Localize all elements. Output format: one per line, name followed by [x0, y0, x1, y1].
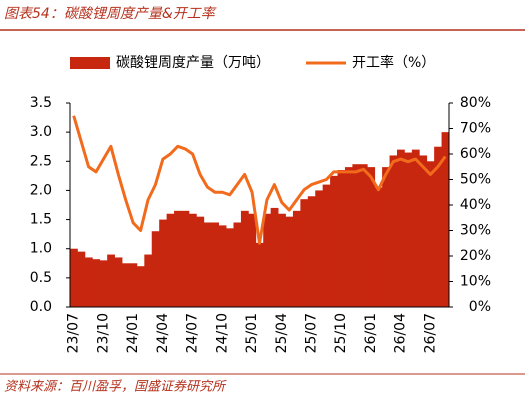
y2-tick-label: 80% [460, 95, 491, 111]
y-tick-label: 3.0 [30, 124, 52, 140]
x-tick-label: 24/07 [185, 313, 201, 353]
bar [419, 155, 428, 307]
bar [359, 164, 368, 307]
y-tick-label: 1.5 [30, 212, 52, 228]
y-tick-label: 0.5 [30, 270, 52, 286]
x-tick-label: 23/10 [95, 313, 111, 353]
bar [278, 213, 286, 307]
x-tick-label: 25/04 [274, 313, 290, 353]
bar [144, 254, 153, 307]
bar [389, 155, 398, 307]
bar [188, 213, 197, 307]
legend-label: 碳酸锂周度产量（万吨） [116, 55, 270, 71]
bar [396, 149, 405, 307]
bar [255, 242, 264, 307]
bar [181, 210, 190, 307]
bar [367, 167, 376, 307]
bar [240, 210, 249, 307]
bar [404, 152, 413, 307]
bar [307, 196, 316, 307]
bar [166, 213, 175, 307]
bar [196, 216, 205, 307]
bar [218, 225, 227, 307]
bar [203, 222, 212, 307]
bar [84, 257, 93, 307]
bar [159, 219, 168, 307]
bar [122, 263, 130, 307]
bar [151, 231, 160, 307]
bar [434, 146, 442, 307]
bar [441, 132, 450, 307]
x-tick-label: 24/10 [214, 313, 230, 353]
x-tick-label: 24/01 [125, 313, 141, 353]
bar [292, 210, 301, 307]
source: 资料来源：百川盈孚，国盛证券研究所 [4, 379, 227, 395]
y2-tick-label: 40% [460, 197, 491, 213]
y-tick-label: 1.0 [30, 241, 52, 257]
bar [107, 254, 115, 307]
x-tick-label: 25/07 [304, 313, 320, 353]
bar [411, 149, 420, 307]
x-tick-label: 26/07 [422, 313, 438, 353]
line [72, 115, 447, 245]
x-tick-label: 23/07 [66, 313, 82, 353]
bar [352, 164, 361, 307]
bar [270, 207, 279, 307]
legend-swatch [70, 57, 110, 69]
y2-tick-label: 20% [460, 248, 491, 264]
bar [92, 259, 101, 307]
y2-tick-label: 50% [460, 172, 491, 188]
bar [426, 161, 435, 307]
y2-tick-label: 10% [460, 274, 491, 290]
y-tick-label: 2.5 [30, 153, 52, 169]
y2-tick-label: 30% [460, 223, 491, 239]
bar [114, 257, 123, 307]
bar [344, 167, 353, 307]
legend-label: 开工率（%） [352, 54, 435, 71]
bar [315, 190, 324, 307]
bar [99, 260, 108, 307]
y-tick-label: 3.5 [30, 95, 52, 111]
bar [77, 251, 86, 307]
bar [226, 228, 234, 307]
x-tick-label: 24/04 [155, 313, 171, 353]
y2-tick-label: 70% [460, 121, 491, 137]
x-tick-label: 26/04 [393, 313, 409, 353]
bar [174, 210, 182, 307]
bar [211, 222, 220, 307]
bar [337, 170, 346, 307]
x-tick-label: 25/01 [244, 313, 260, 353]
bar [248, 213, 257, 307]
bar [300, 199, 309, 307]
y-tick-label: 0.0 [30, 299, 52, 315]
bar [136, 266, 145, 307]
y2-tick-label: 60% [460, 146, 491, 162]
bar [129, 263, 138, 307]
bar [374, 187, 383, 307]
bar [322, 184, 331, 307]
chart-title: 图表54：碳酸锂周度产量&开工率 [4, 6, 217, 22]
bar [263, 213, 272, 307]
x-tick-label: 25/10 [333, 313, 349, 353]
bar [233, 222, 242, 307]
y2-tick-label: 0% [469, 299, 491, 315]
bar [70, 248, 78, 307]
bar [382, 167, 390, 307]
x-tick-label: 26/01 [363, 313, 379, 353]
bar [285, 216, 294, 307]
y-tick-label: 2.0 [30, 182, 52, 198]
bar [330, 175, 338, 307]
